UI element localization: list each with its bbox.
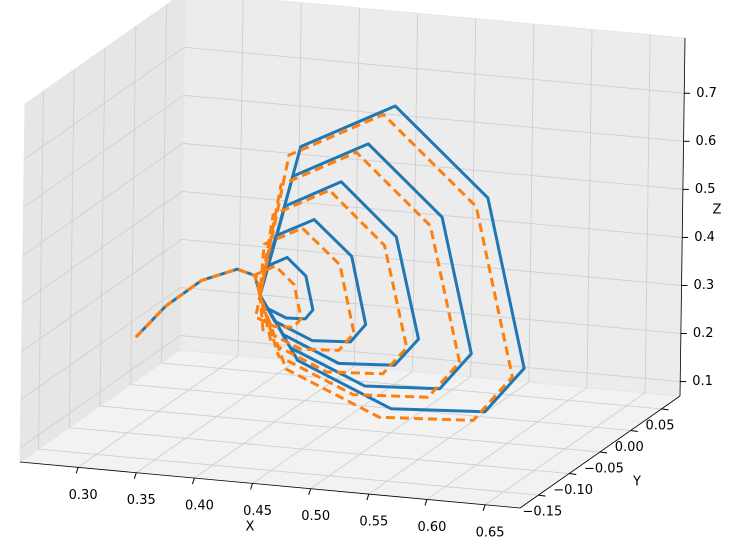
tick-mark <box>133 472 137 479</box>
y-tick-label: −0.15 <box>522 505 562 520</box>
grid-line <box>237 0 244 356</box>
y-tick-label: −0.05 <box>584 462 624 477</box>
grid-line <box>183 94 684 142</box>
z-axis-line <box>679 37 686 397</box>
grid-line <box>21 191 183 304</box>
y-tick-label: 0.00 <box>615 440 644 455</box>
tick-mark <box>308 488 312 495</box>
grid-line <box>130 26 137 385</box>
grid-line <box>38 91 44 450</box>
series-line <box>134 113 514 422</box>
tick-mark <box>75 467 79 474</box>
grid-line <box>161 4 167 363</box>
grid-line <box>353 8 360 367</box>
grid-line <box>182 190 683 238</box>
grid-line <box>586 29 593 388</box>
series-line <box>134 104 526 414</box>
grid-line <box>69 427 570 474</box>
grid-line <box>99 47 106 407</box>
y-axis-label: Y <box>632 475 641 490</box>
grid-line <box>528 24 535 383</box>
tick-mark <box>599 451 608 454</box>
x-tick-label: 0.55 <box>359 515 388 530</box>
grid-line <box>180 287 681 334</box>
x-tick-label: 0.30 <box>69 488 98 503</box>
grid-line <box>181 239 682 286</box>
z-tick-label: 0.5 <box>695 182 716 197</box>
tick-mark <box>661 408 669 411</box>
x-tick-label: 0.35 <box>127 493 156 508</box>
tick-mark <box>424 499 428 506</box>
x-tick-label: 0.60 <box>418 520 447 535</box>
grid-line <box>184 46 685 94</box>
grid-line <box>23 46 185 160</box>
x-tick-label: 0.40 <box>185 499 214 514</box>
grid-line <box>161 362 662 410</box>
z-tick-label: 0.6 <box>696 134 717 149</box>
grid-line <box>644 34 651 393</box>
grid-line <box>38 448 539 496</box>
x-axis-label: X <box>246 520 255 535</box>
grid-line <box>130 384 631 431</box>
z-tick-label: 0.3 <box>694 278 715 293</box>
y-tick-label: 0.05 <box>646 418 675 433</box>
grid-line <box>22 143 184 256</box>
tick-mark <box>191 477 195 485</box>
grid-line <box>19 335 181 448</box>
grid-line <box>23 94 184 208</box>
grid-line <box>295 2 302 361</box>
grid-line <box>20 287 182 400</box>
grid-line <box>180 335 681 383</box>
z-tick-label: 0.4 <box>694 230 715 245</box>
x-tick-label: 0.45 <box>243 504 272 519</box>
z-tick-label: 0.7 <box>696 86 717 101</box>
x-tick-label: 0.50 <box>301 509 330 524</box>
tick-mark <box>538 494 546 497</box>
y-tick-label: −0.10 <box>553 483 593 498</box>
grid-line <box>182 142 683 190</box>
z-tick-label: 0.2 <box>693 326 714 341</box>
y-axis-line <box>519 395 681 509</box>
grid-line <box>99 405 601 453</box>
grid-line <box>68 69 75 428</box>
x-axis-line <box>19 461 521 509</box>
grid-line <box>470 18 477 377</box>
grid-line <box>21 239 182 352</box>
tick-mark <box>250 483 254 490</box>
tick-mark <box>569 473 577 476</box>
z-tick-label: 0.1 <box>692 374 713 389</box>
x-tick-label: 0.65 <box>476 525 505 540</box>
z-axis-label: Z <box>713 203 722 218</box>
tick-mark <box>366 493 370 501</box>
tick-mark <box>482 504 486 511</box>
tick-mark <box>630 429 638 432</box>
